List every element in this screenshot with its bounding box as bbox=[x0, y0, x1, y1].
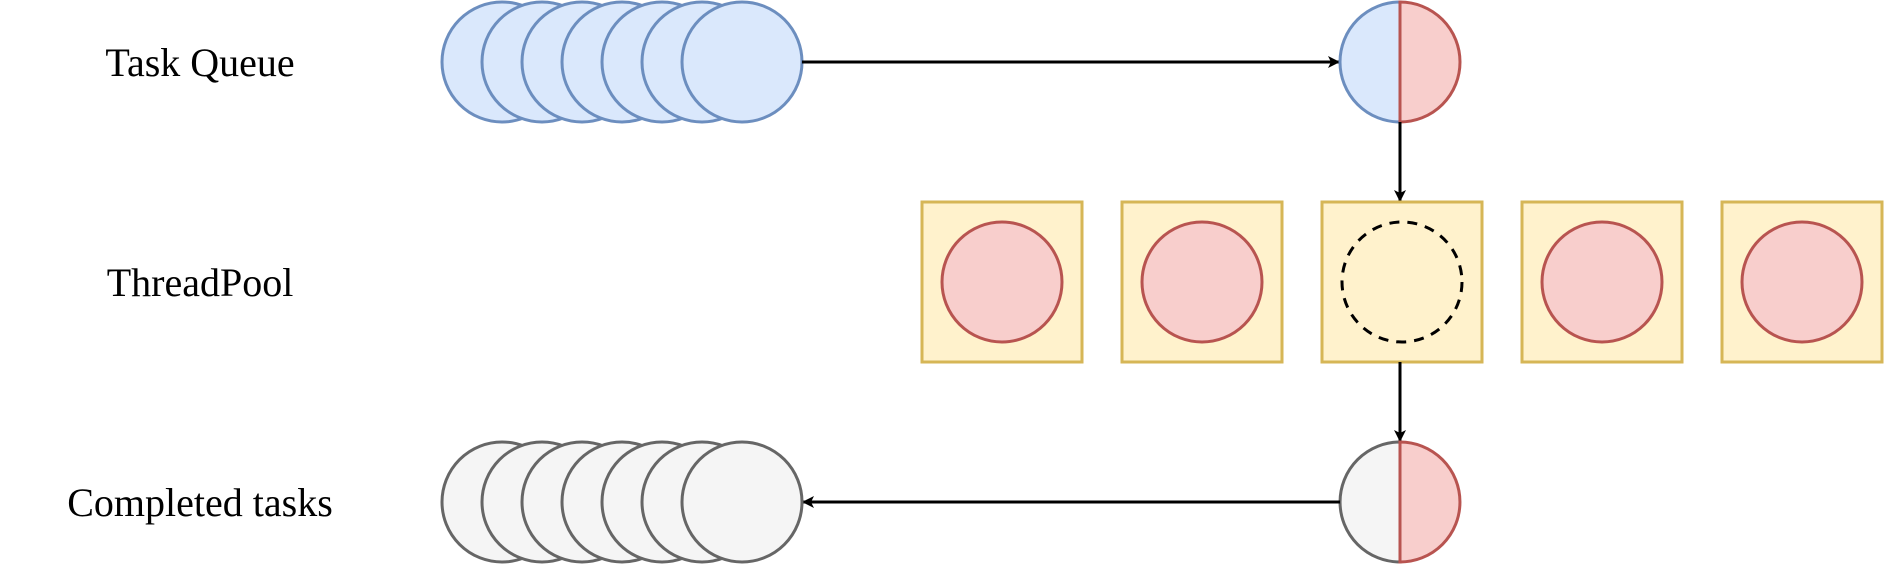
task-queue-label: Task Queue bbox=[105, 40, 295, 85]
running-task-circle bbox=[1140, 220, 1264, 344]
task-left-half bbox=[1338, 0, 1402, 124]
thread-slot bbox=[920, 200, 1084, 364]
completed-tasks-label: Completed tasks bbox=[67, 480, 333, 525]
task-queue-stack bbox=[440, 0, 804, 124]
finished-task bbox=[1338, 440, 1462, 564]
thread-pool bbox=[920, 200, 1884, 364]
idle-slot-circle bbox=[1340, 220, 1464, 344]
running-task-circle bbox=[1540, 220, 1664, 344]
dispatched-task bbox=[1338, 0, 1462, 124]
thread-slot bbox=[1120, 200, 1284, 364]
thread-box bbox=[1320, 200, 1484, 364]
thread-slot bbox=[1720, 200, 1884, 364]
task-right-half bbox=[1398, 440, 1462, 564]
threadpool-label: ThreadPool bbox=[106, 260, 294, 305]
running-task-circle bbox=[1740, 220, 1864, 344]
thread-slot bbox=[1520, 200, 1684, 364]
task-right-half bbox=[1398, 0, 1462, 124]
completed-tasks-stack bbox=[440, 440, 804, 564]
queued-task-circle bbox=[680, 0, 804, 124]
running-task-circle bbox=[940, 220, 1064, 344]
finishing-task-circle bbox=[1338, 440, 1462, 564]
dispatching-task-circle bbox=[1338, 0, 1462, 124]
task-left-half bbox=[1338, 440, 1402, 564]
thread-slot bbox=[1320, 200, 1484, 364]
completed-task-circle bbox=[680, 440, 804, 564]
